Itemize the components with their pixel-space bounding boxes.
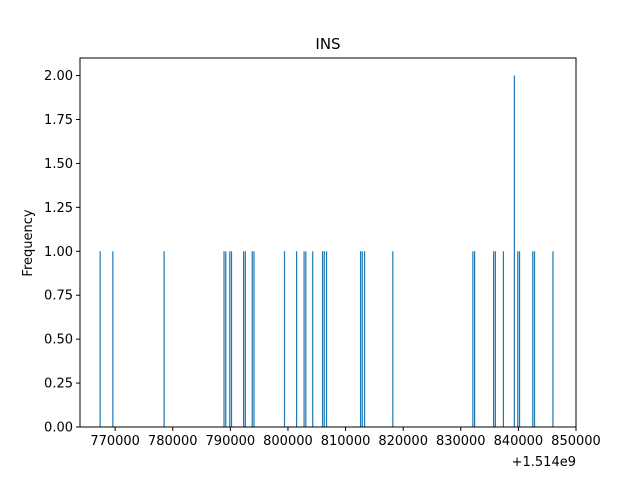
histogram-bar (518, 251, 521, 427)
histogram-bar (323, 251, 325, 427)
histogram-bar (321, 251, 324, 427)
y-tick-label: 0.00 (44, 421, 73, 436)
x-tick-label: 820000 (378, 434, 428, 449)
y-tick-label: 1.75 (44, 113, 73, 128)
histogram-bar (225, 251, 227, 427)
histogram-bar (359, 251, 362, 427)
y-axis-ticks: 0.00 0.25 0.50 0.75 1.00 1.25 1.50 1.75 2.00 (44, 69, 80, 436)
histogram-bar (312, 251, 314, 427)
histogram-bar (253, 251, 255, 427)
x-tick-label: 800000 (263, 434, 313, 449)
x-tick-label: 780000 (148, 434, 198, 449)
histogram-bar (112, 251, 114, 427)
histogram-bar (392, 251, 394, 427)
histogram-bar (244, 251, 246, 427)
x-tick-label: 770000 (90, 434, 140, 449)
histogram-bar (251, 251, 253, 427)
histogram-bar (502, 251, 505, 427)
histogram-bar (513, 75, 515, 427)
chart-title: INS (315, 35, 340, 53)
histogram-bar (517, 251, 519, 427)
bars-group (99, 75, 554, 427)
histogram-bar (363, 251, 366, 427)
histogram-bar (305, 251, 307, 427)
y-tick-label: 0.25 (44, 377, 73, 392)
x-tick-label: 790000 (206, 434, 256, 449)
histogram-bar (494, 251, 496, 427)
histogram-bar (361, 251, 363, 427)
histogram-bar (296, 251, 298, 427)
plot-frame (79, 57, 577, 428)
x-tick-label: 840000 (494, 434, 544, 449)
x-tick-label: 850000 (551, 434, 601, 449)
histogram-bar (223, 251, 225, 427)
y-tick-label: 1.00 (44, 245, 73, 260)
histogram-bar (472, 251, 474, 427)
histogram-bar (163, 251, 165, 427)
histogram-bar (229, 251, 231, 427)
histogram-bar (243, 251, 245, 427)
histogram-bar (532, 251, 534, 427)
y-tick-label: 0.50 (44, 333, 73, 348)
y-tick-label: 1.25 (44, 201, 73, 216)
histogram-bar (283, 251, 286, 427)
y-axis-label: Frequency (21, 209, 36, 276)
x-axis-offset-label: +1.514e9 (512, 455, 576, 470)
y-tick-label: 1.50 (44, 157, 73, 172)
histogram-bar (474, 251, 476, 427)
histogram-bar (99, 251, 101, 427)
x-axis-ticks: 770000 780000 790000 800000 810000 820000 8300… (90, 427, 601, 449)
histogram-bar (533, 251, 536, 427)
histogram-bar (552, 251, 554, 427)
histogram-bar (325, 251, 328, 427)
x-tick-label: 830000 (436, 434, 486, 449)
histogram-bar (493, 251, 495, 427)
histogram-bar (303, 251, 305, 427)
y-tick-label: 0.75 (44, 289, 73, 304)
y-tick-label: 2.00 (44, 69, 73, 84)
x-tick-label: 810000 (321, 434, 371, 449)
histogram-bar (230, 251, 233, 427)
